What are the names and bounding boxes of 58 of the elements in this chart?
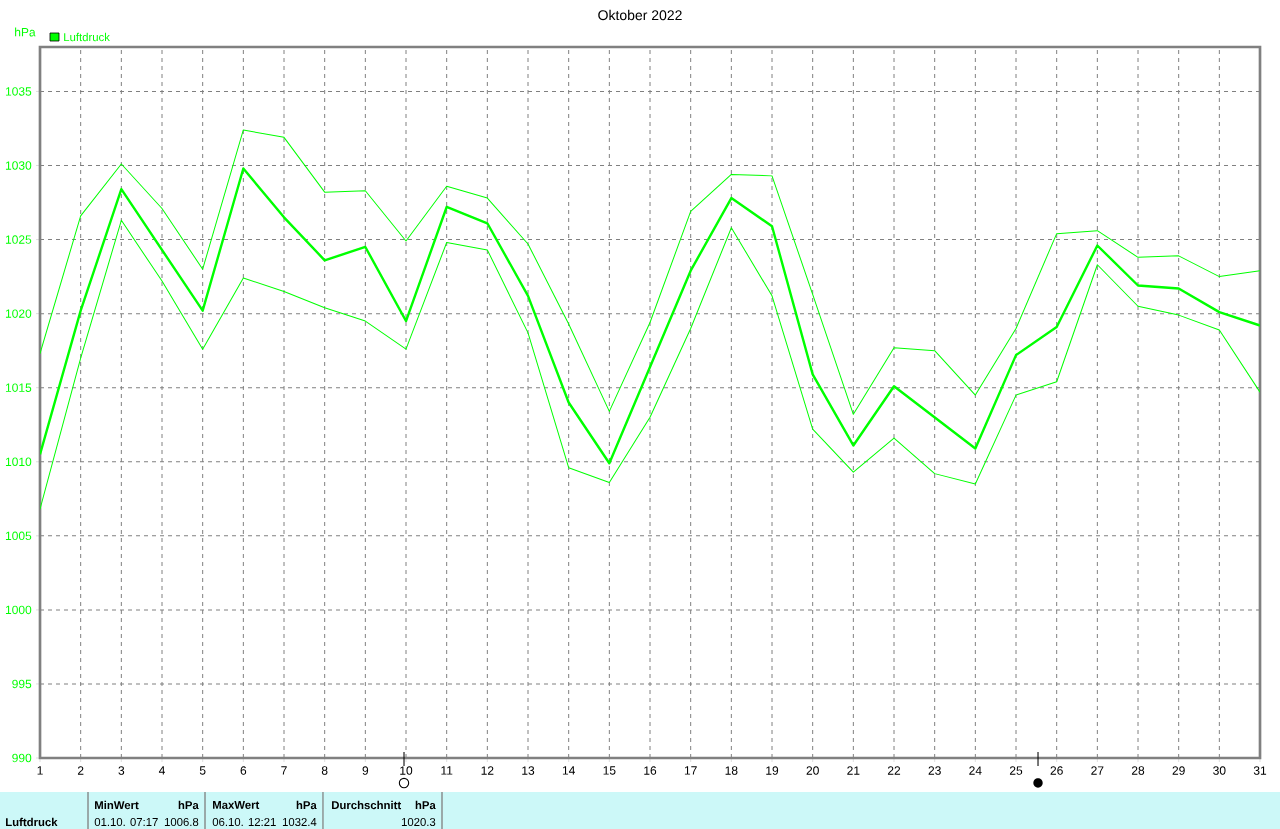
y-tick-label: 1035 bbox=[5, 87, 32, 96]
x-tick-label: 19 bbox=[766, 766, 779, 775]
text: Durchschnitt bbox=[332, 800, 402, 810]
x-tick-label: 26 bbox=[1050, 766, 1063, 775]
text: hPa bbox=[296, 800, 317, 810]
y-tick-label: 1010 bbox=[5, 457, 32, 467]
x-tick-label: 10 bbox=[400, 766, 413, 775]
x-tick-label: 27 bbox=[1091, 766, 1104, 775]
x-tick-label: 25 bbox=[1009, 766, 1023, 775]
y-tick-label: 1025 bbox=[5, 235, 32, 244]
y-tick-label: 990 bbox=[12, 753, 32, 763]
text: 01.10. 07:17 bbox=[94, 818, 158, 827]
x-tick-label: 12 bbox=[481, 766, 494, 775]
x-tick-label: 30 bbox=[1213, 766, 1226, 775]
x-tick-label: 31 bbox=[1253, 766, 1267, 775]
text: MinWert bbox=[95, 800, 139, 810]
text: 06.10. 12:21 bbox=[212, 818, 276, 827]
x-tick-label: 7 bbox=[281, 766, 287, 775]
x-tick-label: 28 bbox=[1131, 766, 1145, 775]
legend-label: Luftdruck bbox=[64, 32, 110, 42]
x-tick-label: 24 bbox=[969, 766, 982, 775]
x-tick-label: 9 bbox=[362, 766, 369, 775]
x-tick-label: 8 bbox=[321, 766, 328, 775]
x-tick-label: 17 bbox=[684, 766, 697, 775]
x-tick-label: 16 bbox=[644, 766, 657, 775]
x-tick-label: 14 bbox=[562, 766, 575, 775]
text: 1006.8 bbox=[164, 818, 199, 827]
y-tick-label: 1000 bbox=[5, 605, 32, 615]
text: 1020.3 bbox=[401, 818, 436, 827]
x-tick-label: 2 bbox=[77, 766, 84, 775]
x-tick-label: 23 bbox=[928, 766, 941, 775]
text: hPa bbox=[415, 800, 436, 810]
x-tick-label: 21 bbox=[847, 766, 860, 775]
text: 1032.4 bbox=[282, 818, 317, 827]
chart-title: Oktober 2022 bbox=[598, 9, 682, 21]
y-tick-label: 1020 bbox=[5, 309, 32, 318]
y-axis-title: hPa bbox=[15, 27, 36, 37]
x-tick-label: 6 bbox=[240, 766, 247, 775]
x-tick-label: 1 bbox=[37, 766, 43, 775]
y-tick-label: 1030 bbox=[5, 161, 32, 170]
text: MaxWert bbox=[213, 801, 260, 809]
x-tick-label: 20 bbox=[806, 766, 819, 775]
x-tick-label: 11 bbox=[441, 766, 453, 775]
y-tick-label: 995 bbox=[12, 679, 32, 689]
text: Luftdruck bbox=[6, 817, 58, 827]
text: hPa bbox=[178, 800, 199, 810]
y-tick-label: 1015 bbox=[5, 383, 32, 392]
x-tick-label: 15 bbox=[603, 766, 616, 775]
line-series bbox=[40, 219, 1261, 510]
x-tick-label: 29 bbox=[1172, 766, 1185, 775]
x-tick-label: 4 bbox=[158, 766, 165, 775]
x-tick-label: 22 bbox=[887, 766, 901, 775]
x-tick-label: 5 bbox=[199, 766, 206, 775]
x-tick-label: 18 bbox=[725, 766, 738, 775]
y-tick-label: 1005 bbox=[5, 531, 32, 541]
x-tick-label: 3 bbox=[118, 766, 125, 775]
line-series bbox=[40, 129, 1261, 415]
x-tick-label: 13 bbox=[522, 766, 535, 775]
